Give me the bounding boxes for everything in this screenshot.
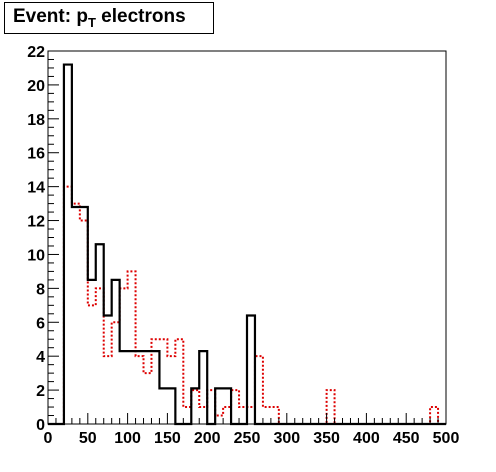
y-tick-label: 0 (36, 417, 45, 434)
axis-layer: 0 50 100 150 200 250 300 350 400 450 500 0 2 4 6 8 10 12 1… (27, 44, 459, 447)
chart-title-suffix: electrons (95, 6, 186, 27)
y-tick-label: 4 (36, 349, 45, 366)
x-tick-label: 50 (79, 430, 97, 447)
x-tick-label: 300 (273, 430, 300, 447)
series-black-solid-line (48, 63, 446, 426)
y-tick-label: 22 (27, 44, 45, 61)
y-tick-label: 20 (27, 78, 45, 95)
x-tick-label: 350 (313, 430, 340, 447)
chart-title-prefix: Event: p (13, 6, 88, 27)
x-tick-label: 400 (353, 430, 380, 447)
x-tick-label: 0 (44, 430, 53, 447)
y-tick-label: 18 (27, 112, 45, 129)
x-tick-label: 100 (114, 430, 141, 447)
y-tick-label: 16 (27, 146, 45, 163)
x-tick-label: 500 (433, 430, 460, 447)
x-tick-label: 450 (393, 430, 420, 447)
y-tick-label: 12 (27, 214, 45, 231)
series-layer (48, 63, 446, 426)
chart-title: Event: pT electrons (13, 6, 186, 30)
x-tick-label: 200 (194, 430, 221, 447)
x-tick-label: 150 (154, 430, 181, 447)
y-tick-label: 14 (27, 180, 45, 197)
y-tick-label: 10 (27, 247, 45, 264)
x-tick-label: 250 (234, 430, 261, 447)
y-tick-label: 2 (36, 383, 45, 400)
y-tick-label: 6 (36, 315, 45, 332)
chart-title-subscript: T (87, 15, 96, 30)
chart-title-box: Event: pT electrons (4, 2, 214, 34)
y-tick-label: 8 (36, 281, 45, 298)
